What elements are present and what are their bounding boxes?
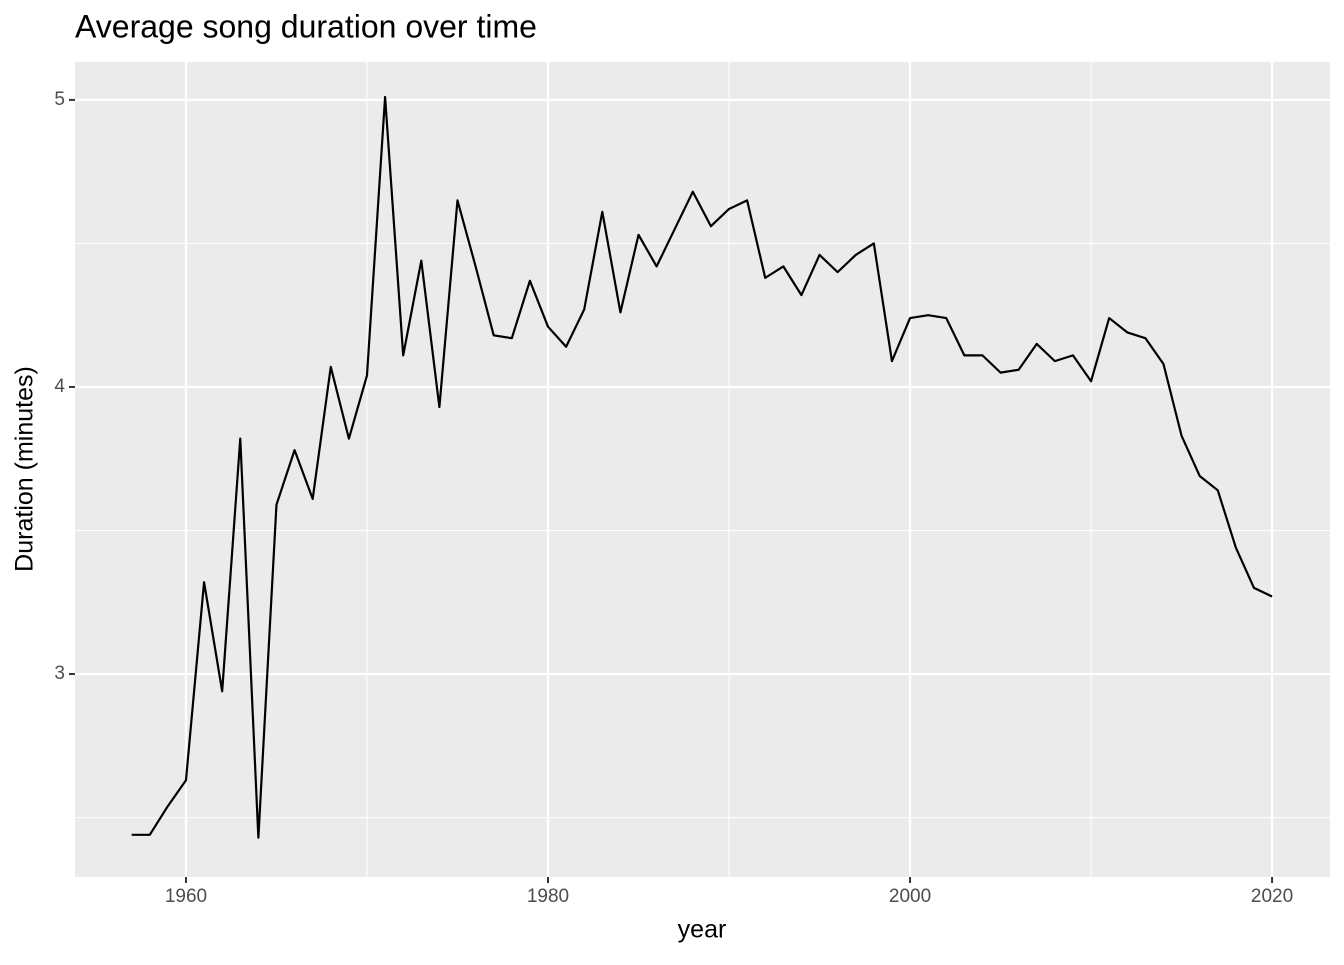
plot-panel	[75, 62, 1330, 877]
chart-title: Average song duration over time	[75, 8, 537, 44]
y-axis-title: Duration (minutes)	[11, 366, 39, 572]
x-axis-title: year	[678, 916, 727, 944]
x-tick-label: 2000	[889, 886, 931, 907]
line-series	[131, 95, 1273, 839]
y-tick-label: 3	[54, 663, 65, 684]
y-tick-label: 4	[54, 376, 65, 397]
x-tick-label: 2020	[1251, 886, 1293, 907]
x-tick-label: 1980	[527, 886, 569, 907]
y-tick-label: 5	[54, 89, 65, 110]
x-tick-label: 1960	[165, 886, 207, 907]
